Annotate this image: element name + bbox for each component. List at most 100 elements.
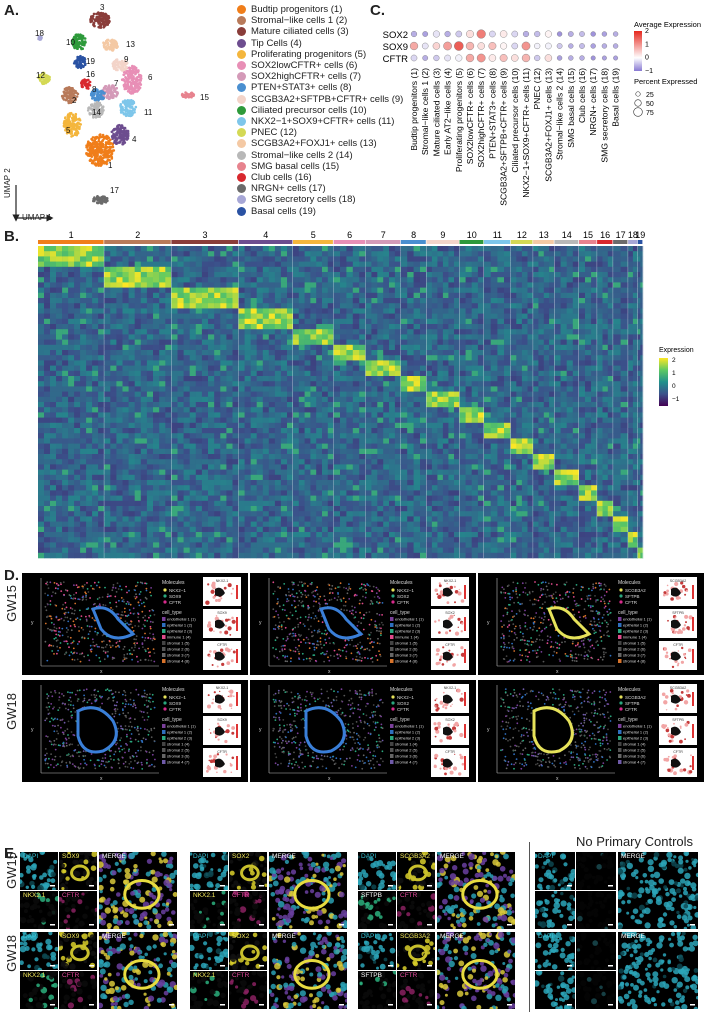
heatmap-cell (333, 500, 341, 507)
heatmap-cell (104, 376, 111, 382)
heatmap-cell (68, 360, 75, 366)
heatmap-cell (250, 547, 257, 554)
heatmap-cell (298, 277, 305, 283)
heatmap-cell (177, 287, 184, 294)
heatmap-cell (316, 261, 323, 268)
heatmap-cell (159, 459, 166, 465)
umap-point (114, 59, 118, 63)
umap-point (94, 108, 98, 111)
heatmap-cell (110, 251, 117, 257)
heatmap-cell (322, 282, 329, 288)
heatmap-cell (287, 381, 294, 387)
heatmap-cell (333, 277, 341, 283)
heatmap-cell (140, 438, 148, 444)
heatmap-cell (116, 396, 123, 403)
heatmap-cell (128, 412, 135, 418)
heatmap-cell (268, 287, 276, 294)
heatmap-cell (298, 287, 305, 294)
umap-point (114, 40, 118, 44)
heatmap-cell (238, 443, 245, 450)
heatmap-cell (256, 474, 263, 481)
heatmap-cell (310, 438, 317, 444)
heatmap-cell (268, 490, 276, 496)
heatmap-cell (327, 542, 334, 548)
heatmap-cell (122, 339, 129, 346)
heatmap-cell (38, 516, 45, 522)
heatmap-cell (280, 464, 288, 470)
heatmap-cell (250, 443, 257, 450)
heatmap-cell (244, 402, 251, 408)
heatmap-cell (165, 251, 172, 257)
heatmap-cell (104, 303, 111, 309)
heatmap-cell (86, 448, 93, 455)
heatmap-cell (122, 422, 129, 429)
heatmap-cell (293, 370, 300, 377)
heatmap-cell (38, 511, 45, 517)
heatmap-cell (220, 402, 227, 408)
heatmap-cell (116, 537, 123, 543)
heatmap-cell (177, 318, 184, 325)
heatmap-cell (220, 386, 227, 392)
heatmap-cell (327, 277, 334, 283)
heatmap-cell (134, 490, 142, 496)
heatmap-cell (287, 298, 294, 304)
heatmap-cell (116, 490, 123, 496)
heatmap-cell (208, 292, 215, 299)
heatmap-cell (201, 246, 209, 252)
heatmap-cell (116, 272, 123, 278)
heatmap-cell (153, 370, 160, 377)
heatmap-cell (110, 282, 117, 288)
heatmap-cell (153, 246, 160, 252)
heatmap-cell (250, 521, 257, 528)
heatmap-cell (74, 547, 81, 554)
panel-label-d: D. (4, 567, 19, 584)
heatmap-cell (262, 251, 270, 257)
heatmap-cell (171, 308, 178, 314)
umap-point (100, 200, 104, 204)
heatmap-cluster-id: 4 (263, 230, 268, 240)
umap-point (132, 100, 136, 104)
heatmap-cell (195, 448, 203, 455)
heatmap-cell (256, 464, 263, 470)
heatmap-cell (56, 532, 63, 538)
heatmap-cell (38, 433, 45, 439)
heatmap-cell (104, 360, 111, 366)
heatmap-cell (310, 246, 317, 252)
heatmap-cell (232, 282, 239, 288)
heatmap-cell (146, 407, 154, 413)
umap-point (130, 72, 134, 76)
heatmap-cell (38, 308, 45, 314)
heatmap-cell (104, 350, 111, 356)
heatmap-cell (287, 464, 294, 470)
heatmap-cell (250, 537, 257, 543)
heatmap-cell (86, 329, 93, 335)
heatmap-cell (293, 428, 300, 434)
heatmap-cell (122, 246, 129, 252)
heatmap-cell (287, 495, 294, 502)
heatmap-cell (62, 344, 69, 351)
heatmap-cell (146, 516, 154, 522)
umap-point (126, 103, 130, 107)
heatmap-cell (293, 506, 300, 512)
heatmap-cell (171, 495, 178, 502)
umap-point (118, 140, 122, 143)
heatmap-cell (50, 266, 57, 273)
heatmap-cell (304, 417, 311, 424)
dotplot-dot (443, 41, 452, 51)
heatmap-cell (177, 292, 184, 299)
heatmap-cell (333, 365, 341, 372)
heatmap-cell (298, 480, 305, 486)
heatmap-cell (333, 433, 341, 439)
heatmap-cell (165, 469, 172, 476)
heatmap-cell (226, 464, 233, 470)
heatmap-cell (208, 552, 215, 559)
heatmap-cell (74, 417, 81, 424)
heatmap-cell (293, 329, 300, 335)
umap-point (75, 117, 78, 121)
heatmap-cell (262, 329, 270, 335)
heatmap-cell (122, 495, 129, 502)
heatmap-cell (110, 516, 117, 522)
heatmap-cell (110, 537, 117, 543)
heatmap-cell (153, 256, 160, 262)
heatmap-cell (80, 459, 87, 465)
